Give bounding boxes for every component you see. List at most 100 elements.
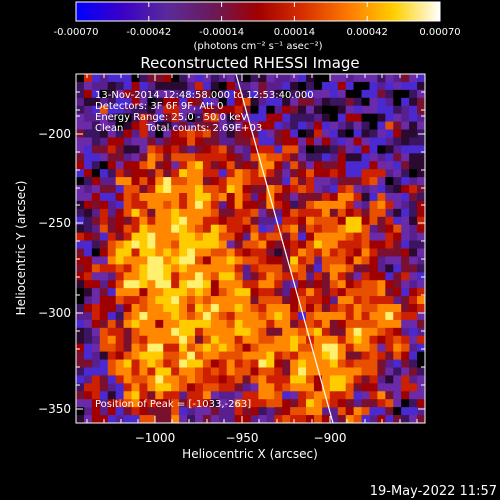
heatmap-cell — [234, 375, 243, 384]
heatmap-cell — [377, 304, 386, 313]
heatmap-cell — [115, 296, 124, 305]
heatmap-cell — [290, 81, 299, 91]
heatmap-cell — [306, 264, 315, 273]
heatmap-cell — [187, 335, 196, 344]
heatmap-cell — [353, 145, 362, 154]
heatmap-cell — [417, 121, 425, 130]
heatmap-cell — [76, 208, 85, 218]
heatmap-cell — [329, 169, 339, 178]
heatmap-cell — [266, 399, 275, 408]
heatmap-cell — [218, 304, 227, 313]
heatmap-cell — [306, 415, 315, 423]
colorbar-tick-label: -0.00042 — [126, 27, 171, 38]
heatmap-cell — [147, 153, 156, 162]
heatmap-cell — [226, 335, 235, 344]
heatmap-cell — [417, 311, 425, 321]
heatmap-cell — [179, 232, 188, 241]
heatmap-cell — [345, 399, 354, 408]
heatmap-cell — [345, 272, 354, 281]
heatmap-cell — [155, 288, 164, 297]
heatmap-cell — [163, 74, 172, 83]
heatmap-cell — [361, 216, 370, 225]
heatmap-cell — [155, 105, 164, 114]
heatmap-cell — [353, 192, 362, 202]
heatmap-cell — [321, 399, 331, 408]
heatmap-cell — [266, 161, 275, 170]
heatmap-cell — [226, 192, 235, 202]
heatmap-cell — [290, 383, 299, 392]
heatmap-cell — [202, 153, 212, 162]
heatmap-cell — [306, 129, 315, 138]
heatmap-cell — [179, 105, 188, 114]
heatmap-cell — [313, 200, 323, 210]
heatmap-cell — [377, 121, 386, 130]
heatmap-cell — [329, 224, 339, 233]
heatmap-cell — [210, 224, 220, 233]
heatmap-cell — [83, 232, 93, 241]
heatmap-cell — [234, 97, 243, 107]
heatmap-cell — [99, 240, 109, 249]
heatmap-cell — [202, 169, 212, 178]
heatmap-cell — [385, 145, 394, 154]
heatmap-cell — [171, 280, 180, 289]
heatmap-cell — [155, 216, 164, 225]
heatmap-cell — [329, 81, 339, 91]
heatmap-cell — [210, 129, 220, 138]
heatmap-cell — [329, 304, 339, 313]
heatmap-cell — [274, 240, 283, 249]
heatmap-cell — [210, 319, 220, 329]
heatmap-cell — [163, 272, 172, 281]
heatmap-cell — [147, 391, 156, 400]
heatmap-cell — [179, 280, 188, 289]
heatmap-cell — [266, 177, 275, 186]
heatmap-cell — [409, 399, 418, 408]
heatmap-cell — [226, 359, 235, 368]
heatmap-cell — [266, 335, 275, 344]
heatmap-cell — [91, 272, 101, 281]
heatmap-cell — [393, 280, 402, 289]
heatmap-cell — [282, 248, 291, 257]
heatmap-cell — [155, 145, 164, 154]
heatmap-cell — [76, 415, 85, 423]
heatmap-cell — [409, 383, 418, 392]
heatmap-cell — [226, 383, 235, 392]
heatmap-cell — [179, 288, 188, 297]
heatmap-cell — [139, 359, 148, 368]
heatmap-cell — [123, 327, 132, 337]
heatmap-cell — [345, 105, 354, 114]
heatmap-cell — [226, 304, 235, 313]
heatmap-cell — [298, 407, 307, 416]
heatmap-cell — [298, 105, 307, 114]
heatmap-cell — [226, 311, 235, 321]
heatmap-cell — [202, 105, 212, 114]
heatmap-cell — [369, 113, 378, 122]
heatmap-cell — [377, 367, 386, 376]
heatmap-cell — [107, 74, 116, 83]
heatmap-cell — [139, 351, 148, 360]
heatmap-cell — [409, 192, 418, 202]
heatmap-cell — [242, 129, 251, 138]
heatmap-cell — [155, 240, 164, 249]
heatmap-cell — [163, 185, 172, 194]
heatmap-cell — [155, 81, 164, 91]
heatmap-cell — [234, 407, 243, 416]
heatmap-cell — [187, 383, 196, 392]
heatmap-cell — [99, 288, 109, 297]
heatmap-cell — [290, 161, 299, 170]
heatmap-cell — [298, 272, 307, 281]
heatmap-cell — [202, 177, 212, 186]
heatmap-cell — [282, 272, 291, 281]
heatmap-cell — [76, 327, 85, 337]
heatmap-cell — [123, 81, 132, 91]
heatmap-cell — [202, 192, 212, 202]
heatmap-cell — [123, 256, 132, 265]
heatmap-cell — [83, 399, 93, 408]
heatmap-cell — [369, 296, 378, 305]
heatmap-cell — [210, 327, 220, 337]
heatmap-cell — [258, 359, 267, 368]
heatmap-cell — [393, 153, 402, 162]
heatmap-cell — [329, 192, 339, 202]
heatmap-cell — [147, 272, 156, 281]
heatmap-cell — [385, 232, 394, 241]
heatmap-cell — [242, 161, 251, 170]
